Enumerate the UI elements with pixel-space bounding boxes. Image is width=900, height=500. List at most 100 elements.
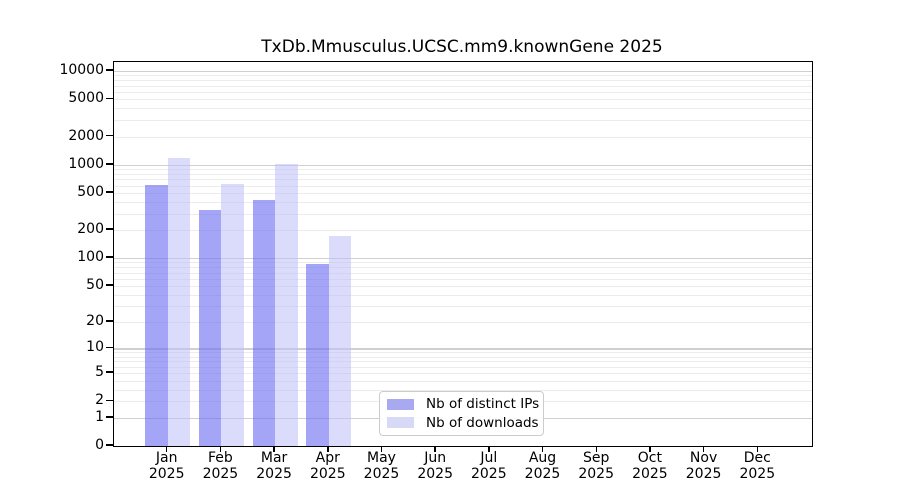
y-tick-label-2: 2 bbox=[95, 392, 104, 409]
gridline-minor-200 bbox=[114, 230, 812, 232]
gridline-major-10000 bbox=[114, 71, 812, 73]
gridline-minor-60 bbox=[114, 278, 812, 280]
bar-ips-mar bbox=[252, 200, 276, 446]
gridline-minor-6 bbox=[114, 366, 812, 368]
x-tick-mark-jan bbox=[165, 446, 168, 452]
gridline-minor-400 bbox=[114, 202, 812, 203]
gridline-minor-3000 bbox=[114, 120, 812, 122]
y-tick-mark-10000 bbox=[106, 69, 113, 71]
x-tick-label-aug: Aug 2025 bbox=[524, 450, 561, 482]
legend-item-downloads: Nb of downloads bbox=[387, 414, 539, 431]
bar-downloads-mar bbox=[275, 163, 298, 446]
y-tick-mark-50 bbox=[106, 284, 113, 286]
x-tick-label-dec: Dec 2025 bbox=[739, 450, 776, 482]
gridline-minor-5000 bbox=[114, 99, 812, 101]
x-tick-mark-feb bbox=[219, 446, 222, 452]
gridline-minor-8000 bbox=[114, 80, 812, 82]
bar-ips-feb bbox=[198, 209, 222, 446]
gridline-major-1000 bbox=[114, 164, 812, 167]
gridline-minor-4000 bbox=[114, 108, 812, 110]
x-tick-label-sep: Sep 2025 bbox=[578, 450, 614, 482]
legend: Nb of distinct IPs Nb of downloads bbox=[379, 391, 544, 436]
gridline-minor-2000 bbox=[114, 136, 812, 138]
gridline-minor-20 bbox=[114, 322, 812, 324]
x-tick-mark-apr bbox=[327, 446, 329, 452]
gridline-minor-9000 bbox=[114, 75, 812, 77]
bar-downloads-apr bbox=[328, 235, 352, 446]
gridline-major-10 bbox=[114, 348, 812, 350]
gridline-major-100 bbox=[114, 258, 812, 260]
y-tick-mark-1 bbox=[106, 416, 113, 418]
gridline-minor-50 bbox=[114, 286, 812, 287]
y-tick-mark-1000 bbox=[106, 163, 113, 165]
plot-area bbox=[113, 61, 813, 447]
chart-title: TxDb.Mmusculus.UCSC.mm9.knownGene 2025 bbox=[261, 37, 663, 57]
y-tick-mark-2000 bbox=[106, 134, 113, 137]
bar-downloads-feb bbox=[221, 183, 244, 446]
y-tick-mark-2 bbox=[106, 399, 113, 401]
gridline-minor-7 bbox=[114, 361, 812, 363]
gridline-minor-600 bbox=[114, 185, 812, 187]
x-tick-mark-aug bbox=[541, 446, 544, 452]
x-tick-mark-jun bbox=[434, 446, 436, 452]
y-tick-label-1000: 1000 bbox=[68, 155, 104, 172]
gridline-minor-900 bbox=[114, 169, 812, 171]
y-tick-mark-20 bbox=[106, 320, 113, 322]
gridline-minor-8 bbox=[114, 356, 812, 358]
bar-ips-apr bbox=[306, 263, 329, 446]
x-tick-mark-sep bbox=[595, 446, 597, 452]
gridline-minor-90 bbox=[114, 262, 812, 264]
x-tick-mark-may bbox=[380, 446, 383, 452]
legend-label-distinct-ips: Nb of distinct IPs bbox=[426, 396, 540, 413]
legend-label-downloads: Nb of downloads bbox=[426, 414, 539, 431]
y-tick-label-500: 500 bbox=[77, 183, 104, 200]
y-tick-mark-200 bbox=[106, 228, 113, 230]
gridline-minor-80 bbox=[114, 267, 812, 269]
y-tick-label-200: 200 bbox=[77, 221, 104, 238]
y-tick-mark-0 bbox=[106, 444, 113, 446]
x-tick-mark-nov bbox=[702, 446, 705, 452]
gridline-minor-40 bbox=[114, 294, 812, 296]
y-tick-label-5: 5 bbox=[95, 364, 104, 381]
x-tick-mark-jul bbox=[488, 446, 490, 452]
gridline-minor-4 bbox=[114, 380, 812, 382]
x-tick-label-jul: Jul 2025 bbox=[470, 450, 507, 482]
x-tick-mark-dec bbox=[756, 446, 759, 452]
gridline-minor-7000 bbox=[114, 85, 812, 87]
legend-item-distinct-ips: Nb of distinct IPs bbox=[387, 396, 540, 413]
legend-swatch-downloads-icon bbox=[387, 417, 414, 429]
x-tick-label-may: May 2025 bbox=[363, 450, 400, 482]
y-tick-label-10000: 10000 bbox=[59, 62, 104, 79]
x-tick-label-mar: Mar 2025 bbox=[256, 450, 292, 482]
gridline-minor-30 bbox=[114, 306, 812, 308]
x-tick-label-oct: Oct 2025 bbox=[632, 450, 668, 482]
y-tick-label-2000: 2000 bbox=[68, 127, 104, 144]
y-tick-label-1: 1 bbox=[95, 408, 104, 425]
y-tick-label-20: 20 bbox=[86, 313, 104, 330]
legend-swatch-ips-icon bbox=[387, 398, 414, 410]
y-tick-label-0: 0 bbox=[95, 437, 104, 453]
x-tick-label-apr: Apr 2025 bbox=[309, 450, 346, 482]
bar-ips-jan bbox=[145, 185, 168, 446]
y-tick-mark-10 bbox=[106, 346, 113, 349]
y-tick-label-5000: 5000 bbox=[68, 90, 104, 107]
y-tick-mark-5 bbox=[106, 371, 113, 373]
x-tick-label-nov: Nov 2025 bbox=[685, 450, 722, 482]
x-tick-mark-oct bbox=[649, 446, 651, 452]
bar-downloads-jan bbox=[167, 158, 191, 446]
x-tick-label-jan: Jan 2025 bbox=[148, 450, 185, 482]
y-tick-mark-500 bbox=[106, 191, 113, 193]
gridline-minor-3 bbox=[114, 389, 812, 391]
gridline-minor-700 bbox=[114, 179, 812, 181]
x-tick-label-jun: Jun 2025 bbox=[417, 450, 453, 482]
gridline-minor-300 bbox=[114, 213, 812, 215]
gridline-minor-6000 bbox=[114, 91, 812, 93]
gridline-minor-70 bbox=[114, 272, 812, 274]
y-tick-label-10: 10 bbox=[86, 339, 104, 356]
gridline-minor-500 bbox=[114, 192, 812, 194]
gridline-minor-5 bbox=[114, 373, 812, 375]
y-tick-label-100: 100 bbox=[77, 249, 104, 266]
x-tick-label-feb: Feb 2025 bbox=[202, 450, 239, 482]
y-tick-label-50: 50 bbox=[86, 277, 104, 293]
